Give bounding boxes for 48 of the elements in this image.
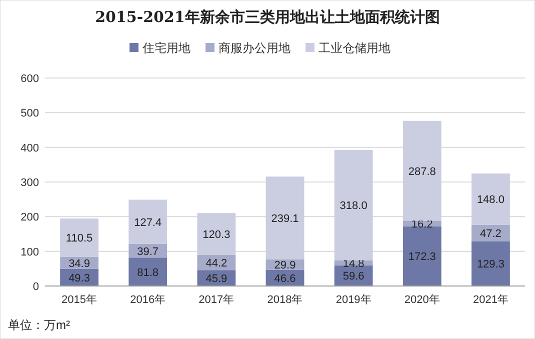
data-label: 49.3: [68, 272, 90, 284]
data-label: 239.1: [271, 213, 299, 226]
data-label: 120.3: [202, 228, 230, 241]
data-label: 172.3: [408, 251, 436, 264]
legend-label: 商服办公用地: [218, 41, 290, 55]
y-tick-label: 0: [32, 281, 39, 293]
data-label: 47.2: [480, 228, 502, 240]
x-tick-label: 2020年: [404, 294, 440, 306]
x-tick-label: 2017年: [198, 294, 234, 306]
data-label: 287.8: [408, 166, 436, 178]
data-label: 59.6: [342, 270, 364, 283]
y-tick-label: 100: [20, 246, 39, 258]
x-tick-label: 2015年: [62, 294, 98, 306]
bar: [334, 150, 373, 260]
bar: [472, 174, 510, 225]
bar: [266, 176, 304, 260]
y-tick-label: 600: [20, 73, 39, 85]
bar: [402, 226, 442, 286]
data-label: 110.5: [66, 232, 93, 245]
legend-label: 住宅用地: [142, 41, 190, 55]
data-label: 45.9: [206, 273, 228, 286]
data-label: 127.4: [134, 216, 162, 229]
data-label: 318.0: [340, 200, 368, 212]
y-tick-label: 500: [20, 108, 39, 120]
bar: [197, 213, 236, 255]
bar: [128, 258, 168, 286]
legend-label: 工业仓储用地: [318, 41, 390, 55]
bar: [128, 200, 168, 244]
bar: [472, 241, 510, 286]
data-label: 81.8: [137, 266, 159, 279]
x-tick-label: 2016年: [130, 294, 166, 306]
data-label: 148.0: [476, 194, 504, 206]
data-label: 39.7: [137, 246, 159, 258]
x-tick-label: 2018年: [267, 294, 303, 306]
data-label: 46.6: [274, 272, 296, 285]
y-tick-label: 400: [20, 142, 39, 154]
x-tick-label: 2019年: [336, 294, 372, 306]
data-label: 29.9: [274, 260, 296, 272]
y-tick-label: 200: [20, 212, 39, 224]
text: 单位：万m²: [8, 318, 70, 332]
y-tick-label: 300: [20, 177, 39, 189]
bar: [402, 120, 442, 221]
chart-title: 2015-2021年新余市三类用地出让土地面积统计图: [95, 8, 440, 26]
data-label: 129.3: [476, 258, 504, 271]
data-label: 44.2: [206, 257, 228, 270]
data-label: 34.9: [68, 258, 90, 270]
bar: [60, 218, 98, 257]
x-tick-label: 2021年: [472, 294, 508, 306]
